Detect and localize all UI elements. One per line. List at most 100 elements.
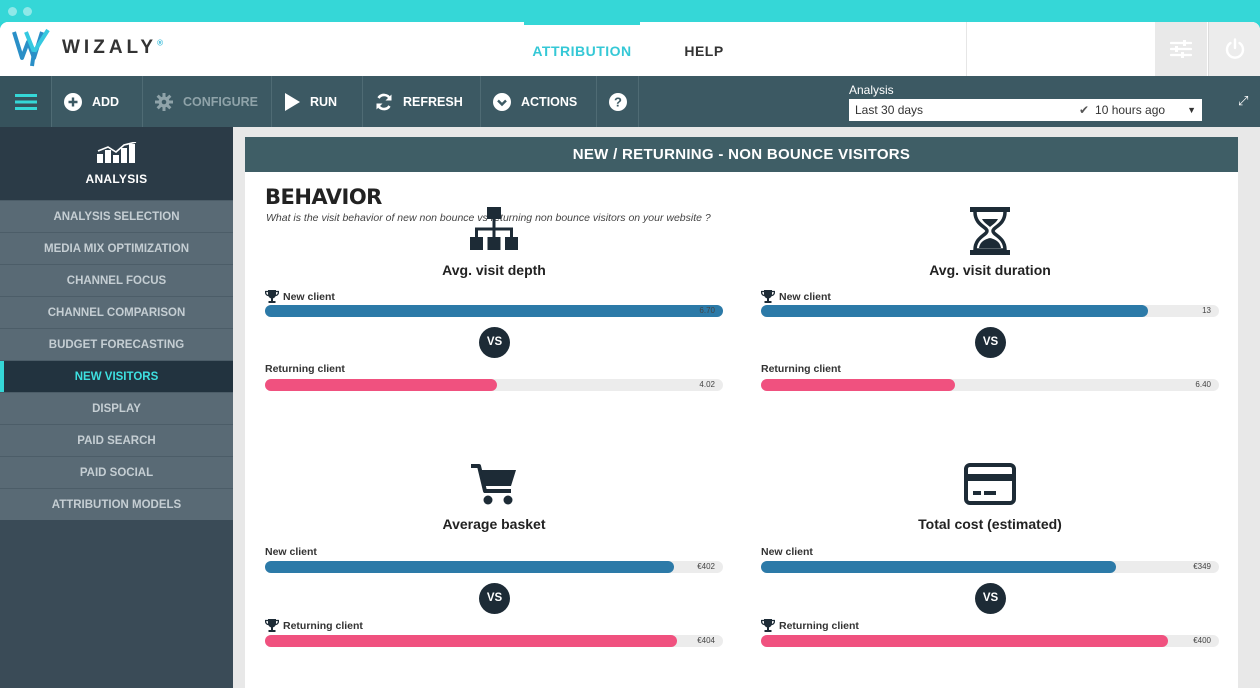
caret-down-icon: ▼: [1187, 105, 1196, 115]
refresh-button[interactable]: REFRESH: [363, 76, 481, 127]
wizaly-logo[interactable]: WIZALY®: [12, 28, 163, 68]
new-client-bar-fill: [761, 305, 1148, 317]
run-button[interactable]: RUN: [272, 76, 363, 127]
trophy-icon: [761, 290, 775, 303]
sidebar-item-paid-search[interactable]: PAID SEARCH: [0, 424, 233, 456]
sidebar-item-channel-comparison[interactable]: CHANNEL COMPARISON: [0, 296, 233, 328]
returning-client-bar: 4.02: [265, 379, 723, 391]
play-icon: [284, 92, 300, 111]
trophy-icon: [761, 619, 775, 632]
sidebar: ANALYSIS ANALYSIS SELECTION MEDIA MIX OP…: [0, 127, 233, 688]
metric-title-avg-visit-duration: Avg. visit duration: [929, 262, 1051, 278]
new-client-text: New client: [283, 290, 335, 303]
vs-badge: VS: [479, 327, 510, 358]
add-button[interactable]: ADD: [52, 76, 143, 127]
sidebar-item-paid-social[interactable]: PAID SOCIAL: [0, 456, 233, 488]
sidebar-item-analysis-selection[interactable]: ANALYSIS SELECTION: [0, 200, 233, 232]
returning-client-value: 6.40: [1195, 380, 1211, 389]
expand-icon[interactable]: ⤢: [1238, 93, 1249, 108]
sidebar-item-media-mix-optimization[interactable]: MEDIA MIX OPTIMIZATION: [0, 232, 233, 264]
refresh-label: REFRESH: [403, 94, 463, 109]
new-client-label: New client: [265, 290, 335, 303]
new-client-label: New client: [265, 546, 317, 558]
sidebar-item-budget-forecasting[interactable]: BUDGET FORECASTING: [0, 328, 233, 360]
returning-client-text: Returning client: [265, 363, 345, 375]
metric-title-average-basket: Average basket: [442, 516, 546, 532]
plus-circle-icon: [64, 92, 82, 111]
add-label: ADD: [92, 94, 120, 109]
actions-button[interactable]: ACTIONS: [481, 76, 597, 127]
actions-label: ACTIONS: [521, 94, 578, 109]
sidebar-item-channel-focus[interactable]: CHANNEL FOCUS: [0, 264, 233, 296]
tab-attribution[interactable]: ATTRIBUTION: [524, 22, 640, 76]
new-client-text: New client: [779, 290, 831, 303]
returning-client-label: Returning client: [265, 363, 345, 375]
new-client-bar-fill: [265, 305, 723, 317]
gear-icon: [155, 92, 173, 111]
returning-client-bar-fill: [265, 379, 497, 391]
returning-client-text: Returning client: [779, 619, 859, 632]
sidebar-item-new-visitors[interactable]: NEW VISITORS: [0, 360, 233, 393]
returning-client-label: Returning client: [761, 619, 859, 632]
returning-client-bar-fill: [265, 635, 678, 647]
settings-button[interactable]: [1155, 22, 1207, 76]
refresh-icon: [375, 93, 393, 111]
analysis-period-select[interactable]: Last 30 days ✔ 10 hours ago ▼: [849, 99, 1202, 121]
new-client-bar-fill: [761, 561, 1117, 573]
returning-client-label: Returning client: [265, 619, 363, 632]
trophy-icon: [265, 619, 279, 632]
power-button[interactable]: [1208, 22, 1260, 76]
menu-button[interactable]: [0, 76, 52, 127]
top-header: WIZALY® ATTRIBUTION HELP: [0, 22, 1260, 76]
metric-title-total-cost: Total cost (estimated): [918, 516, 1062, 532]
returning-client-bar-fill: [761, 379, 956, 391]
window-minimize-dot[interactable]: [23, 7, 32, 16]
hourglass-icon: [761, 207, 1219, 255]
new-client-value: €349: [1193, 562, 1211, 571]
trophy-icon: [265, 290, 279, 303]
report-panel: NEW / RETURNING - NON BOUNCE VISITORS BE…: [245, 137, 1238, 688]
analysis-period-value: Last 30 days: [855, 103, 924, 117]
returning-client-value: 4.02: [699, 380, 715, 389]
returning-client-bar: €404: [265, 635, 723, 647]
app-window: WIZALY® ATTRIBUTION HELP: [0, 22, 1260, 688]
new-client-text: New client: [761, 546, 813, 558]
configure-button[interactable]: CONFIGURE: [143, 76, 272, 127]
returning-client-bar-fill: [761, 635, 1169, 647]
new-client-bar: 6.70: [265, 305, 723, 317]
check-icon: ✔: [1078, 103, 1090, 117]
wizaly-logo-icon: [12, 28, 50, 67]
new-client-value: €402: [697, 562, 715, 571]
window-close-dot[interactable]: [8, 7, 17, 16]
help-button[interactable]: ?: [597, 76, 639, 127]
header-divider: [966, 22, 967, 76]
new-client-value: 13: [1202, 306, 1211, 315]
panel-title: NEW / RETURNING - NON BOUNCE VISITORS: [245, 137, 1238, 172]
returning-client-value: €400: [1193, 636, 1211, 645]
svg-text:?: ?: [614, 94, 622, 109]
sidebar-item-display[interactable]: DISPLAY: [0, 392, 233, 424]
new-client-label: New client: [761, 290, 831, 303]
returning-client-value: €404: [697, 636, 715, 645]
new-client-text: New client: [265, 546, 317, 558]
window-titlebar: [0, 0, 1260, 22]
sliders-icon: [1170, 40, 1192, 58]
returning-client-text: Returning client: [283, 619, 363, 632]
section-title: BEHAVIOR: [265, 185, 382, 209]
vs-badge: VS: [975, 327, 1006, 358]
tab-help[interactable]: HELP: [684, 43, 724, 59]
new-client-value: 6.70: [699, 306, 715, 315]
new-client-bar-fill: [265, 561, 674, 573]
power-icon: [1225, 38, 1244, 59]
sidebar-item-attribution-models[interactable]: ATTRIBUTION MODELS: [0, 488, 233, 520]
hamburger-icon: [14, 93, 37, 110]
toolbar: ADD CONFIGURE RUN: [0, 76, 1260, 127]
main-content: NEW / RETURNING - NON BOUNCE VISITORS BE…: [233, 127, 1260, 688]
analysis-status: 10 hours ago: [1095, 103, 1166, 117]
run-label: RUN: [310, 94, 338, 109]
returning-client-bar: 6.40: [761, 379, 1219, 391]
metric-title-avg-visit-depth: Avg. visit depth: [442, 262, 546, 278]
analysis-label: Analysis: [849, 83, 894, 97]
returning-client-label: Returning client: [761, 363, 841, 375]
question-circle-icon: ?: [608, 92, 627, 111]
